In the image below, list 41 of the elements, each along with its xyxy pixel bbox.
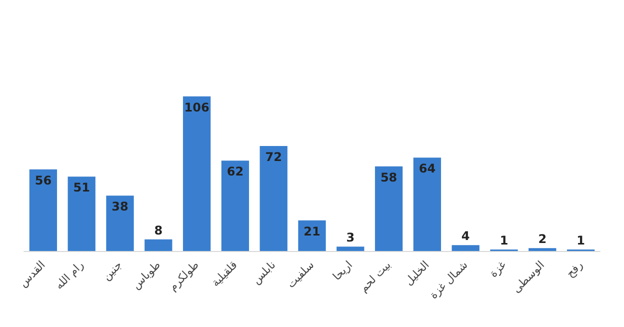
bar bbox=[144, 239, 172, 251]
bar bbox=[221, 160, 250, 251]
x-tick-label: رفح bbox=[564, 258, 586, 280]
x-tick-label: رام الله bbox=[52, 258, 86, 292]
x-tick-label: بيت لحم bbox=[357, 258, 394, 295]
data-label: 2 bbox=[538, 232, 547, 246]
x-tick-label: اريحا bbox=[330, 258, 355, 284]
data-label: 58 bbox=[380, 170, 398, 184]
data-label: 72 bbox=[265, 150, 282, 164]
x-tick-label: قلقيلية bbox=[208, 258, 240, 290]
x-tick-label: سلفيت bbox=[284, 258, 317, 291]
data-label: 51 bbox=[73, 180, 90, 195]
x-tick-label: نابلس bbox=[250, 258, 278, 287]
data-label: 38 bbox=[112, 200, 128, 214]
bar bbox=[29, 169, 58, 251]
bar bbox=[298, 220, 326, 251]
data-label: 21 bbox=[304, 224, 320, 238]
bar bbox=[182, 96, 211, 251]
data-label: 106 bbox=[184, 100, 210, 114]
bar bbox=[336, 246, 364, 251]
bar bbox=[452, 245, 480, 251]
data-label: 1 bbox=[500, 234, 508, 248]
data-label: 1 bbox=[576, 234, 585, 248]
x-tick-label: طولكرم bbox=[166, 258, 202, 294]
data-label: 64 bbox=[418, 162, 436, 176]
data-label: 62 bbox=[226, 164, 244, 179]
x-tick-label: طوباس bbox=[130, 258, 163, 292]
bar bbox=[68, 176, 96, 251]
x-tick-label: الوسطى bbox=[510, 258, 547, 296]
data-label: 3 bbox=[346, 230, 355, 245]
bar bbox=[374, 166, 403, 251]
bar bbox=[106, 196, 134, 251]
bar bbox=[528, 248, 556, 251]
data-label: 56 bbox=[34, 173, 52, 188]
data-label: 4 bbox=[461, 229, 470, 244]
bar bbox=[260, 146, 288, 251]
x-tick-label: القدس bbox=[16, 258, 48, 290]
bar bbox=[413, 158, 442, 251]
x-tick-label: جنين bbox=[100, 258, 125, 283]
data-label: 8 bbox=[154, 223, 163, 238]
x-tick-label: غزة bbox=[486, 258, 509, 280]
